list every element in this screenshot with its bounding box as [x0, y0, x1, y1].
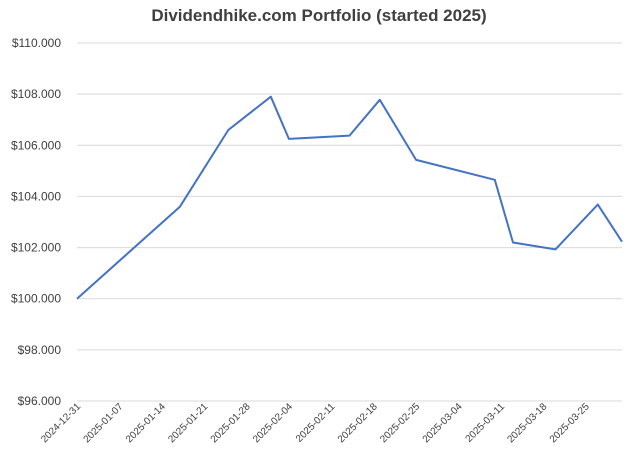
x-tick-label: 2025-02-04: [251, 401, 295, 445]
x-tick-label: 2025-01-07: [82, 401, 126, 445]
y-tick-label: $108.000: [11, 87, 61, 101]
x-tick-label: 2025-03-18: [505, 401, 549, 445]
x-tick-label: 2025-01-14: [124, 401, 168, 445]
x-tick-label: 2025-02-11: [294, 401, 338, 445]
y-tick-label: $100.000: [11, 292, 61, 306]
x-tick-label: 2025-02-25: [378, 401, 422, 445]
y-tick-label: $102.000: [11, 241, 61, 255]
y-tick-label: $104.000: [11, 189, 61, 203]
y-tick-label: $96.000: [18, 394, 62, 408]
y-tick-label: $98.000: [18, 343, 62, 357]
x-tick-label: 2025-03-04: [421, 401, 465, 445]
x-tick-label: 2025-03-25: [548, 401, 592, 445]
y-tick-label: $106.000: [11, 138, 61, 152]
x-tick-label: 2025-02-18: [336, 401, 380, 445]
x-tick-label: 2025-01-21: [166, 401, 210, 445]
x-tick-label: 2025-01-28: [209, 401, 253, 445]
series-line: [76, 95, 623, 300]
chart-title: Dividendhike.com Portfolio (started 2025…: [151, 6, 487, 25]
x-tick-label: 2025-03-11: [464, 401, 508, 445]
y-tick-label: $110.000: [12, 36, 61, 50]
